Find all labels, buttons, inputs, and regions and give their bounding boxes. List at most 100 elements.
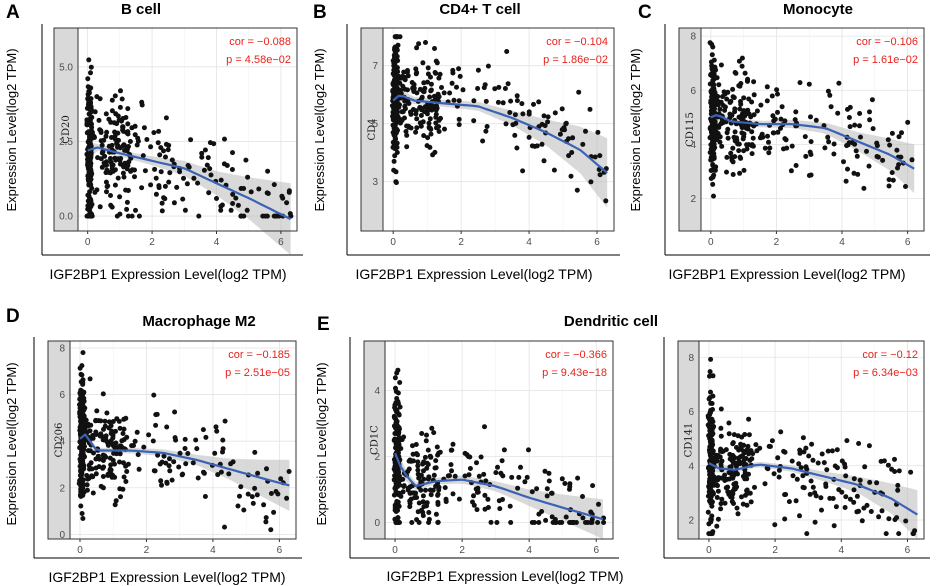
data-point [592, 154, 598, 160]
data-point [404, 123, 410, 129]
data-point [395, 42, 401, 48]
data-point [213, 424, 219, 430]
data-point [739, 125, 745, 131]
data-point [475, 67, 481, 73]
data-point [400, 83, 406, 89]
data-point [895, 482, 901, 488]
data-point [508, 520, 514, 525]
data-point [559, 476, 565, 482]
data-point [224, 163, 230, 168]
data-point [754, 448, 760, 454]
data-point [99, 164, 105, 170]
x-tick-label: 4 [526, 237, 532, 248]
data-point [428, 126, 434, 132]
data-point [707, 369, 713, 375]
data-point [570, 520, 576, 525]
data-point [92, 109, 98, 115]
data-point [80, 381, 86, 387]
data-point [100, 474, 106, 479]
data-point [708, 59, 714, 65]
x-tick-label: 2 [458, 237, 464, 248]
data-point [567, 484, 573, 489]
data-point [812, 519, 818, 525]
data-point [514, 145, 520, 151]
data-point [456, 66, 462, 72]
data-point [910, 531, 916, 537]
data-point [853, 148, 859, 154]
data-point [531, 101, 536, 107]
data-point [766, 150, 772, 156]
data-point [474, 460, 479, 466]
data-point [109, 142, 115, 148]
data-point [410, 451, 416, 457]
data-point [496, 498, 502, 504]
data-point [889, 466, 895, 472]
data-point [88, 108, 94, 114]
y-axis-label: Expression Level(log2 TPM) [4, 362, 19, 525]
data-point [750, 135, 756, 141]
data-point [95, 453, 101, 459]
data-point [895, 165, 900, 171]
data-point [842, 461, 848, 467]
data-point [718, 433, 724, 439]
data-point [782, 449, 788, 455]
data-point [809, 441, 815, 447]
data-point [775, 455, 781, 461]
data-point [708, 500, 714, 506]
data-point [794, 476, 800, 482]
y-axis-label: Expression Level(log2 TPM) [312, 48, 327, 211]
data-point [428, 81, 434, 87]
data-point [745, 443, 751, 449]
data-point [843, 494, 849, 500]
scatter-points [389, 34, 609, 204]
data-point [120, 431, 126, 436]
y-tick-label: 4 [59, 437, 65, 448]
x-tick-label: 4 [839, 237, 845, 248]
correlation-label: cor = −0.088 [229, 36, 291, 48]
axis-ticks: 0 2 4 6 2 4 6 8 [688, 353, 910, 556]
data-point [237, 493, 242, 499]
data-point [742, 113, 748, 119]
data-point [526, 134, 532, 140]
data-point [177, 169, 183, 175]
data-point [766, 443, 772, 449]
data-point [886, 183, 892, 189]
data-point [398, 88, 403, 93]
data-point [220, 437, 226, 443]
data-point [144, 137, 150, 142]
data-point [460, 87, 466, 93]
panel-title: Monocyte [783, 1, 853, 18]
data-point [219, 202, 225, 208]
x-tick-label: 6 [278, 237, 284, 248]
marker-label: CD115 [685, 112, 696, 147]
p-value-label: p = 1.61e−02 [853, 54, 918, 66]
data-point [181, 175, 186, 181]
data-point [823, 481, 829, 487]
marker-strip [363, 340, 386, 540]
data-point [86, 57, 92, 63]
data-point [425, 447, 431, 453]
data-point [889, 170, 895, 176]
data-point [404, 132, 410, 138]
data-point [207, 166, 213, 172]
data-point [708, 400, 714, 406]
data-point [447, 90, 453, 96]
data-point [428, 74, 433, 80]
y-axis-label: Expression Level(log2 TPM) [314, 362, 329, 525]
data-point [465, 454, 471, 459]
x-axis-label: IGF2BP1 Expression Level(log2 TPM) [668, 266, 905, 282]
data-point [834, 447, 840, 453]
data-point [778, 429, 784, 435]
data-point [393, 460, 399, 466]
p-value-label: p = 4.58e−02 [226, 54, 291, 66]
data-point [413, 490, 419, 496]
data-point [416, 475, 422, 481]
data-point [420, 461, 426, 467]
data-point [391, 141, 397, 147]
data-point [112, 461, 117, 467]
data-point [112, 182, 118, 188]
data-point [730, 441, 736, 447]
data-point [845, 166, 850, 172]
data-point [401, 484, 407, 489]
data-point [767, 145, 773, 151]
